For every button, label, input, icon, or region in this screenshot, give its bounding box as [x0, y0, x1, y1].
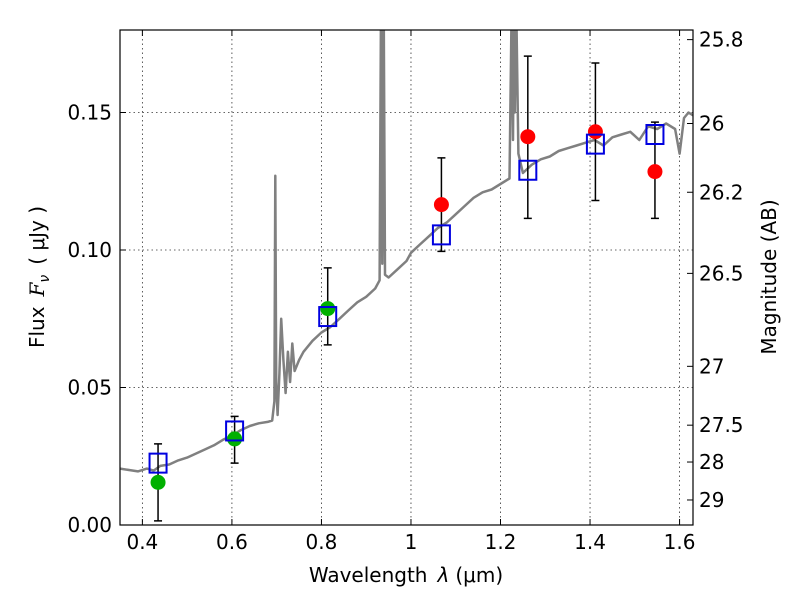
- model-photometry-square: [318, 306, 338, 328]
- x-tick-label: 1.4: [574, 530, 606, 554]
- model-photometry-square: [431, 224, 451, 246]
- x-tick-label: 0.4: [126, 530, 158, 554]
- data-points-layer: [148, 55, 665, 522]
- y-tick-labels: 0.00 0.05 0.10 0.15: [67, 101, 112, 538]
- x-tick-label: 0.8: [306, 530, 338, 554]
- model-photometry-square: [585, 133, 605, 155]
- x-tick-label: 1.2: [485, 530, 517, 554]
- y-axis-title: FluxFν( μJy ): [25, 206, 53, 348]
- y-tick-label: 0.10: [67, 238, 112, 262]
- x-tick-label: 0.6: [216, 530, 248, 554]
- observed-flux-point: [227, 431, 243, 447]
- tick-marks: [120, 30, 693, 526]
- observed-flux-point: [587, 124, 603, 140]
- spectrum-layer: [120, 30, 693, 473]
- y2-axis-title: Magnitude (AB): [757, 199, 781, 354]
- plot-frame: [119, 29, 694, 526]
- model-spectrum-line: [120, 30, 693, 473]
- x-tick-labels: 0.4 0.6 0.8 1 1.2 1.4 1.6: [126, 530, 695, 554]
- y2-tick-label: 27: [699, 354, 724, 378]
- y2-tick-labels: 25.8 26 26.2 26.5 27 27.5 28 29: [699, 28, 744, 512]
- grid-lines: [120, 30, 693, 526]
- y-tick-label: 0.15: [67, 101, 112, 125]
- model-photometry-square: [518, 159, 538, 181]
- y-tick-label: 0.00: [67, 513, 112, 537]
- y2-tick-label: 29: [699, 488, 724, 512]
- y2-tick-label: 28: [699, 450, 724, 474]
- y2-tick-label: 26: [699, 112, 724, 136]
- observed-flux-point: [647, 164, 663, 180]
- model-photometry-square: [225, 420, 245, 442]
- y2-tick-label: 25.8: [699, 28, 744, 52]
- x-axis-title: Wavelength λ (μm): [309, 563, 503, 587]
- x-tick-label: 1: [405, 530, 418, 554]
- y2-tick-label: 26.2: [699, 180, 744, 204]
- y2-tick-label: 27.5: [699, 413, 744, 437]
- observed-flux-point: [150, 474, 166, 490]
- x-tick-label: 1.6: [664, 530, 696, 554]
- observed-flux-point: [520, 129, 536, 145]
- y2-tick-label: 26.5: [699, 261, 744, 285]
- observed-flux-point: [433, 197, 449, 213]
- model-photometry-square: [645, 124, 665, 145]
- observed-flux-point: [320, 301, 336, 317]
- y-tick-label: 0.05: [67, 376, 112, 400]
- model-photometry-square: [148, 452, 168, 474]
